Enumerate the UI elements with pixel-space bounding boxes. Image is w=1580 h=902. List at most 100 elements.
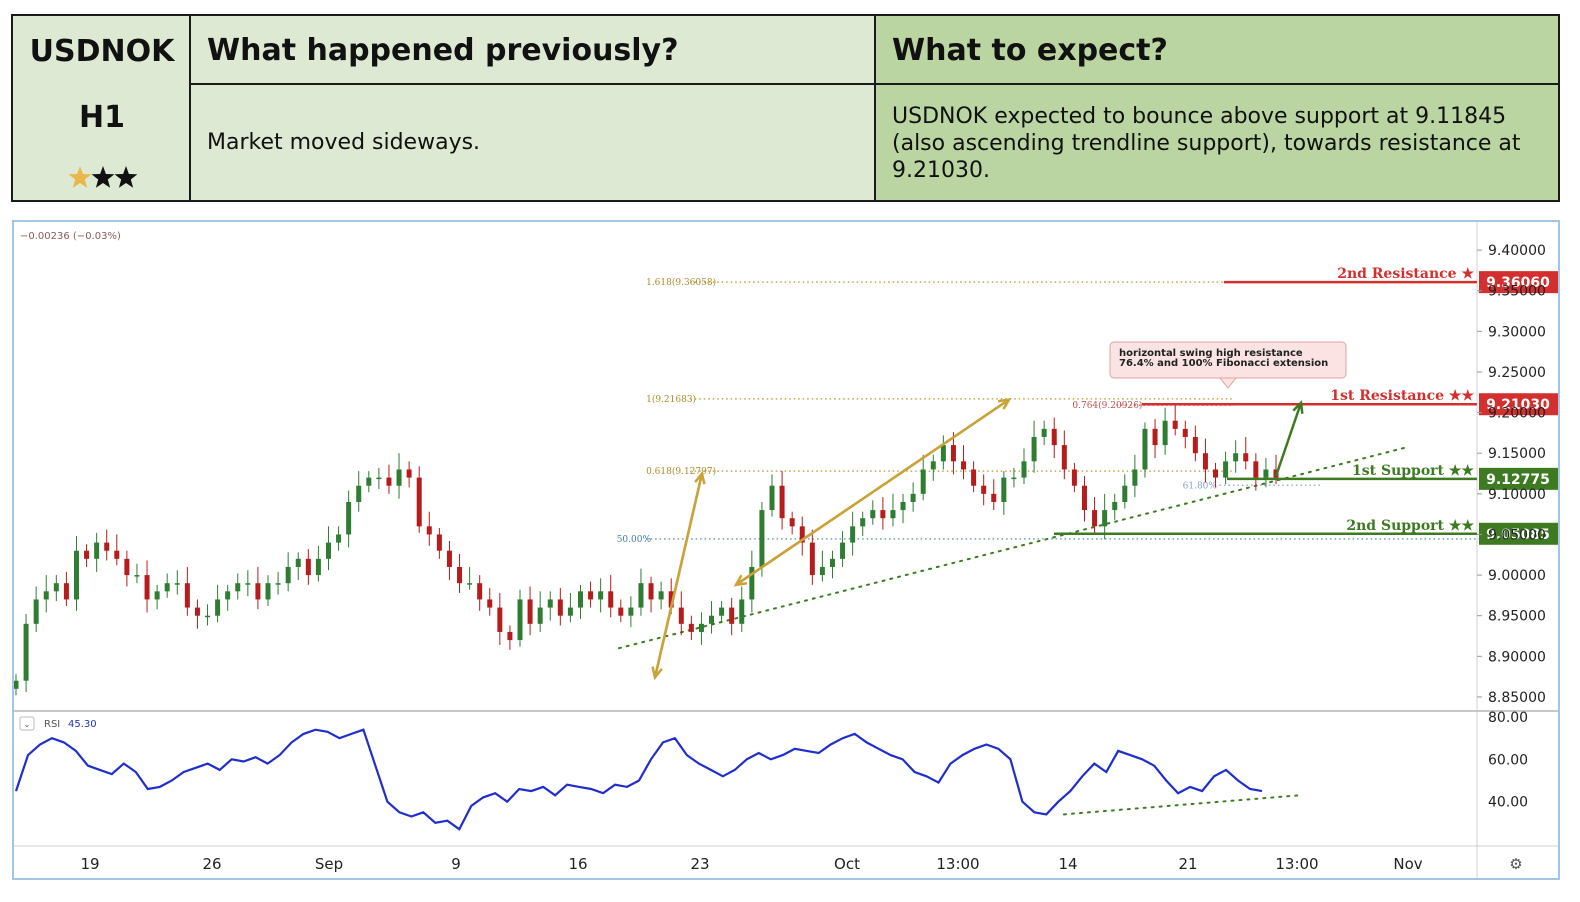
candle-body	[1172, 420, 1178, 429]
bounce-projection-arrow-head	[1292, 400, 1304, 414]
candle-body	[426, 526, 432, 535]
time-tick-label: Oct	[834, 855, 860, 873]
candle-body	[577, 591, 583, 608]
candle-body	[1051, 428, 1057, 446]
candle-body	[940, 445, 946, 462]
analysis-header-table: USDNOK H1 What happened previously? Mark…	[11, 14, 1560, 202]
candle-body	[698, 623, 704, 632]
candle-body	[497, 607, 503, 632]
candle-body	[1092, 510, 1098, 527]
candle-body	[1071, 469, 1077, 486]
rating-star-icon	[68, 166, 92, 188]
candle-body	[1182, 428, 1188, 437]
candle-body	[356, 485, 362, 502]
candle-body	[144, 575, 150, 600]
level-price-tag-text: 9.05085	[1486, 527, 1550, 543]
candle-body	[487, 599, 493, 608]
candle-body	[1081, 485, 1087, 511]
expect-title: What to expect?	[892, 33, 1168, 68]
candle-body	[930, 461, 936, 470]
time-tick-label: 26	[202, 855, 221, 873]
candlesticks	[14, 404, 1279, 696]
rating-stars	[68, 166, 138, 188]
price-tick-label: 9.10000	[1488, 487, 1546, 503]
level-label: 1st Resistance ★★	[1330, 388, 1474, 404]
candle-body	[1031, 436, 1037, 462]
expect-body-cell: USDNOK expected to bounce above support …	[876, 85, 1558, 200]
candle-body	[739, 599, 745, 624]
candle-body	[1021, 461, 1027, 478]
trendlines	[618, 445, 1410, 650]
candle-body	[184, 583, 190, 608]
rsi-collapse-button[interactable]	[19, 716, 35, 731]
price-axis: 9.40000 9.35000 9.30000 9.25000 9.20000 9.150…	[1477, 243, 1546, 706]
candle-body	[759, 510, 765, 567]
fib-level-label: 50.00%	[617, 535, 652, 545]
candle-body	[477, 583, 483, 600]
candle-body	[1102, 510, 1108, 527]
settings-gear-icon[interactable]: ⚙	[1509, 855, 1522, 873]
candle-body	[1202, 453, 1208, 470]
rsi-line	[14, 728, 1263, 831]
fib-leg-arrow-up-head	[694, 470, 706, 485]
candle-body	[1192, 436, 1198, 454]
candle-body	[527, 599, 533, 624]
candle-body	[194, 607, 200, 616]
candle-body	[386, 477, 392, 486]
candle-body	[950, 445, 956, 462]
candle-body	[436, 534, 442, 551]
candle-body	[416, 477, 422, 527]
rsi-label: RSI	[44, 719, 60, 730]
candle-body	[547, 599, 553, 608]
candle-body	[457, 566, 463, 584]
candle-body	[43, 591, 49, 600]
rating-star-icon	[114, 166, 138, 188]
candle-body	[1132, 469, 1138, 486]
price-tick-label: 9.05000	[1488, 527, 1546, 543]
candle-body	[366, 477, 372, 486]
level-price-tag	[1479, 393, 1558, 416]
candle-body	[1253, 461, 1259, 478]
candle-body	[124, 558, 130, 576]
candle-body	[305, 558, 311, 576]
candle-body	[991, 493, 997, 502]
fib-level-label: 1(9.21683)	[646, 394, 696, 405]
candle-body	[769, 485, 775, 511]
timeframe-label: H1	[79, 100, 125, 135]
candle-body	[325, 542, 331, 559]
previous-title: What happened previously?	[207, 33, 679, 68]
candle-body	[840, 542, 846, 559]
candle-body	[517, 599, 523, 641]
rsi-tick-label: 80.00	[1488, 710, 1528, 726]
fib-level-label: 61.80%	[1183, 481, 1218, 491]
level-price-tag	[1479, 467, 1558, 490]
candle-body	[336, 534, 342, 543]
candle-body	[1011, 477, 1017, 480]
previous-body-cell: Market moved sideways.	[191, 85, 876, 200]
candle-body	[406, 469, 412, 478]
level-price-tag-text: 9.12775	[1486, 472, 1550, 488]
candle-body	[668, 591, 674, 608]
candle-body	[628, 607, 634, 616]
candle-body	[84, 550, 90, 559]
expect-header-cell: What to expect?	[876, 16, 1558, 85]
candle-body	[1001, 477, 1007, 502]
candle-body	[1223, 461, 1229, 478]
candle-body	[315, 558, 321, 576]
time-tick-label: Nov	[1393, 855, 1422, 873]
candle-body	[104, 542, 110, 551]
annotation-text: horizontal swing high resistance	[1119, 348, 1303, 359]
candle-body	[205, 615, 211, 618]
level-price-tag	[1479, 271, 1558, 294]
price-chart[interactable]: −0.00236 (−0.03%) 1.618(9.36058) 1(9.2168…	[14, 222, 1558, 878]
candle-body	[1213, 469, 1219, 478]
time-tick-label: 13:00	[936, 855, 979, 873]
fib-level-label: 1.618(9.36058)	[646, 277, 716, 288]
candle-body	[63, 583, 69, 600]
price-chart-panel[interactable]: −0.00236 (−0.03%) 1.618(9.36058) 1(9.2168…	[12, 220, 1560, 880]
candle-body	[275, 583, 281, 585]
candle-body	[396, 469, 402, 486]
candle-body	[73, 550, 79, 600]
expect-text: USDNOK expected to bounce above support …	[892, 104, 1521, 183]
annotation-pointer	[1218, 377, 1238, 389]
